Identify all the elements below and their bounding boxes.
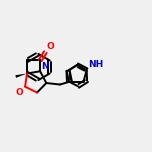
Text: N: N	[41, 62, 49, 71]
Text: NH: NH	[88, 60, 103, 69]
Polygon shape	[15, 74, 27, 78]
Text: O: O	[46, 42, 54, 51]
Text: O: O	[15, 88, 23, 97]
